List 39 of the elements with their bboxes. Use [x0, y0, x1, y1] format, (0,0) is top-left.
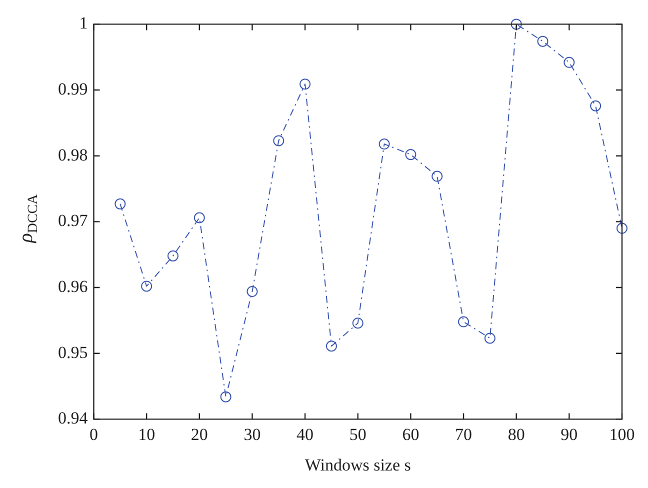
x-tick-label: 20 — [190, 424, 208, 444]
point — [458, 316, 470, 328]
point — [537, 36, 548, 47]
point — [590, 100, 602, 112]
point — [167, 250, 178, 262]
y-tick-label: 0.95 — [58, 342, 88, 362]
x-tick-label: 0 — [90, 424, 98, 444]
x-tick-label: 30 — [244, 424, 261, 444]
point — [194, 212, 205, 224]
x-tick-label: 40 — [296, 424, 314, 444]
point — [141, 280, 152, 292]
x-tick-label: 50 — [349, 424, 366, 444]
y-tick-label: 0.96 — [58, 277, 88, 296]
point — [378, 138, 390, 150]
x-tick-label: 100 — [609, 424, 635, 444]
y-tick-label: 0.99 — [58, 80, 88, 98]
point — [326, 340, 337, 352]
point — [510, 18, 522, 30]
x-tick-label: 10 — [138, 424, 156, 444]
point — [114, 198, 126, 210]
point — [405, 149, 416, 160]
point — [220, 391, 232, 402]
point — [432, 170, 443, 182]
point — [246, 286, 258, 297]
point — [484, 332, 496, 344]
y-tick-label: 0.97 — [58, 211, 88, 230]
point — [273, 135, 284, 146]
x-axis-title: Windows size s — [304, 455, 411, 474]
point — [300, 78, 311, 90]
x-tick-label: 60 — [402, 424, 420, 444]
y-tick-label: 1 — [79, 14, 88, 33]
point — [616, 222, 628, 234]
y-tick-label: 0.98 — [58, 145, 88, 164]
point — [352, 318, 364, 329]
point — [564, 56, 575, 68]
y-tick-label: 0.94 — [58, 408, 88, 428]
x-tick-label: 70 — [455, 424, 472, 444]
x-tick-label: 90 — [560, 424, 578, 444]
x-tick-label: 80 — [508, 424, 525, 444]
